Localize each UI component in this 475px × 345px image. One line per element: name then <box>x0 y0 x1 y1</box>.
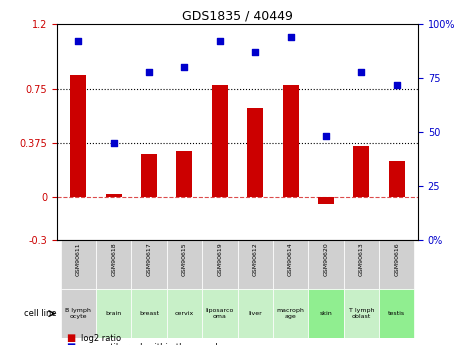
Text: GSM90618: GSM90618 <box>111 243 116 276</box>
Text: brain: brain <box>105 311 122 316</box>
FancyBboxPatch shape <box>273 289 308 338</box>
Text: GSM90615: GSM90615 <box>182 243 187 276</box>
Text: GSM90613: GSM90613 <box>359 243 364 276</box>
Text: T lymph
oblast: T lymph oblast <box>349 308 374 319</box>
Bar <box>318 197 334 204</box>
Bar <box>105 194 122 197</box>
Text: cell line: cell line <box>24 309 57 318</box>
Bar <box>247 108 263 197</box>
FancyBboxPatch shape <box>167 240 202 289</box>
Text: ■: ■ <box>66 342 76 345</box>
Text: B lymph
ocyte: B lymph ocyte <box>65 308 91 319</box>
Text: log2 ratio: log2 ratio <box>81 334 121 343</box>
FancyBboxPatch shape <box>167 289 202 338</box>
Text: GSM90617: GSM90617 <box>146 243 152 276</box>
Text: breast: breast <box>139 311 159 316</box>
Text: skin: skin <box>320 311 332 316</box>
Bar <box>283 85 299 197</box>
FancyBboxPatch shape <box>60 240 96 289</box>
Text: GSM90611: GSM90611 <box>76 243 81 276</box>
FancyBboxPatch shape <box>308 240 344 289</box>
Point <box>110 140 117 146</box>
Text: ■: ■ <box>66 333 76 343</box>
Text: GSM90620: GSM90620 <box>323 243 329 276</box>
FancyBboxPatch shape <box>344 240 379 289</box>
FancyBboxPatch shape <box>131 289 167 338</box>
Point <box>145 69 153 75</box>
Text: GSM90612: GSM90612 <box>253 243 258 276</box>
Point <box>358 69 365 75</box>
Text: GSM90619: GSM90619 <box>217 243 222 276</box>
FancyBboxPatch shape <box>344 289 379 338</box>
Text: liver: liver <box>248 311 262 316</box>
FancyBboxPatch shape <box>238 289 273 338</box>
Text: percentile rank within the sample: percentile rank within the sample <box>81 343 223 345</box>
Bar <box>353 147 370 197</box>
Bar <box>70 75 86 197</box>
FancyBboxPatch shape <box>202 289 238 338</box>
Bar <box>212 85 228 197</box>
Bar <box>176 151 192 197</box>
Bar <box>141 154 157 197</box>
Text: macroph
age: macroph age <box>276 308 304 319</box>
FancyBboxPatch shape <box>238 240 273 289</box>
FancyBboxPatch shape <box>60 289 96 338</box>
Text: testis: testis <box>388 311 405 316</box>
Point <box>75 39 82 44</box>
Point <box>287 34 294 40</box>
Bar <box>389 161 405 197</box>
FancyBboxPatch shape <box>96 240 131 289</box>
FancyBboxPatch shape <box>308 289 344 338</box>
Point <box>322 134 330 139</box>
Point <box>251 49 259 55</box>
Point <box>393 82 400 87</box>
FancyBboxPatch shape <box>202 240 238 289</box>
Text: liposarco
oma: liposarco oma <box>206 308 234 319</box>
FancyBboxPatch shape <box>273 240 308 289</box>
Text: GSM90614: GSM90614 <box>288 243 293 276</box>
FancyBboxPatch shape <box>379 240 415 289</box>
Title: GDS1835 / 40449: GDS1835 / 40449 <box>182 10 293 23</box>
Text: GSM90616: GSM90616 <box>394 243 399 276</box>
FancyBboxPatch shape <box>379 289 415 338</box>
Point <box>216 39 224 44</box>
FancyBboxPatch shape <box>131 240 167 289</box>
Text: cervix: cervix <box>175 311 194 316</box>
Point <box>180 65 188 70</box>
FancyBboxPatch shape <box>96 289 131 338</box>
